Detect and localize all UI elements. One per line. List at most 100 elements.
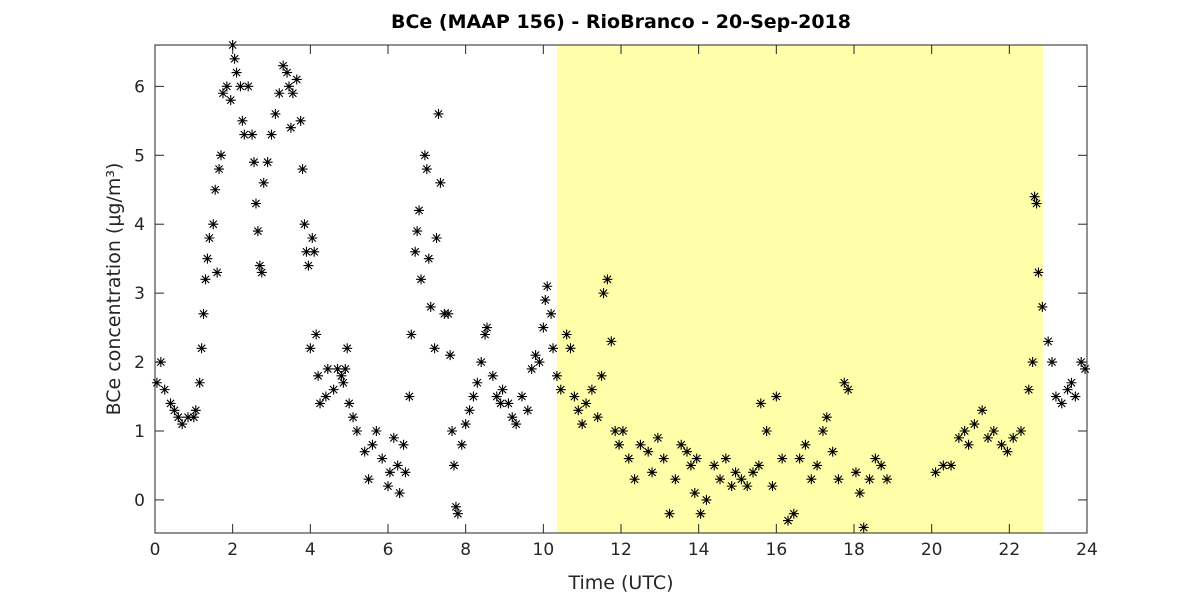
marker <box>643 446 654 457</box>
x-tick-label: 8 <box>460 540 471 560</box>
marker <box>384 467 395 478</box>
marker <box>569 391 580 402</box>
marker <box>283 81 294 92</box>
marker <box>301 246 312 257</box>
marker <box>202 253 213 264</box>
marker <box>392 460 403 471</box>
marker <box>198 308 209 319</box>
marker <box>282 67 293 78</box>
marker <box>243 81 254 92</box>
marker <box>252 226 263 237</box>
marker <box>212 267 223 278</box>
marker <box>183 412 194 423</box>
x-tick-label: 18 <box>843 540 865 560</box>
marker <box>256 267 267 278</box>
marker <box>602 274 613 285</box>
marker <box>777 453 788 464</box>
marker <box>388 432 399 443</box>
marker <box>511 419 522 430</box>
y-tick-label: 5 <box>134 146 145 166</box>
marker <box>596 370 607 381</box>
marker <box>320 391 331 402</box>
marker <box>425 301 436 312</box>
marker <box>159 384 170 395</box>
marker <box>771 391 782 402</box>
marker <box>210 184 221 195</box>
marker <box>394 488 405 499</box>
marker <box>610 425 621 436</box>
marker <box>177 419 188 430</box>
marker <box>1015 425 1026 436</box>
marker <box>239 129 250 140</box>
marker <box>188 412 199 423</box>
marker <box>472 377 483 388</box>
marker <box>963 439 974 450</box>
marker <box>249 157 260 168</box>
marker <box>291 74 302 85</box>
marker <box>266 129 277 140</box>
marker <box>685 460 696 471</box>
marker <box>882 474 893 485</box>
marker <box>433 108 444 119</box>
marker <box>720 453 731 464</box>
marker <box>996 439 1007 450</box>
marker <box>344 398 355 409</box>
marker <box>383 481 393 492</box>
marker <box>495 398 506 409</box>
marker <box>480 329 491 340</box>
marker <box>200 274 211 285</box>
marker <box>538 322 549 333</box>
marker <box>581 398 592 409</box>
marker <box>287 88 298 99</box>
marker <box>247 129 258 140</box>
marker <box>982 432 993 443</box>
marker <box>322 363 333 374</box>
marker <box>278 60 289 71</box>
marker <box>546 308 557 319</box>
marker <box>338 377 349 388</box>
marker <box>788 508 799 519</box>
x-tick-label: 0 <box>150 540 161 560</box>
marker <box>1027 357 1038 368</box>
marker <box>412 226 423 237</box>
marker <box>800 439 811 450</box>
marker <box>658 453 669 464</box>
marker <box>406 329 417 340</box>
marker <box>258 177 269 188</box>
marker <box>1080 363 1091 374</box>
marker <box>367 439 378 450</box>
marker <box>540 295 551 306</box>
marker <box>468 391 479 402</box>
marker <box>753 460 764 471</box>
marker <box>204 232 215 243</box>
marker <box>151 377 162 388</box>
marker <box>573 405 584 416</box>
marker <box>946 460 957 471</box>
x-tick-label: 10 <box>533 540 555 560</box>
marker <box>190 405 201 416</box>
marker <box>561 329 572 340</box>
marker <box>421 164 432 175</box>
marker <box>1062 384 1073 395</box>
marker <box>482 322 493 333</box>
marker <box>1037 301 1048 312</box>
marker <box>250 198 261 209</box>
marker <box>555 384 566 395</box>
marker <box>270 108 281 119</box>
marker <box>196 343 207 354</box>
marker <box>274 88 285 99</box>
marker <box>647 467 658 478</box>
marker <box>565 343 576 354</box>
y-tick-label: 3 <box>134 284 145 304</box>
marker <box>551 370 562 381</box>
marker <box>1076 357 1087 368</box>
marker <box>526 363 537 374</box>
marker <box>445 350 456 361</box>
marker <box>476 357 487 368</box>
y-tick-label: 2 <box>134 353 145 373</box>
marker <box>217 88 228 99</box>
marker <box>237 115 248 126</box>
marker <box>548 343 559 354</box>
marker <box>843 384 854 395</box>
